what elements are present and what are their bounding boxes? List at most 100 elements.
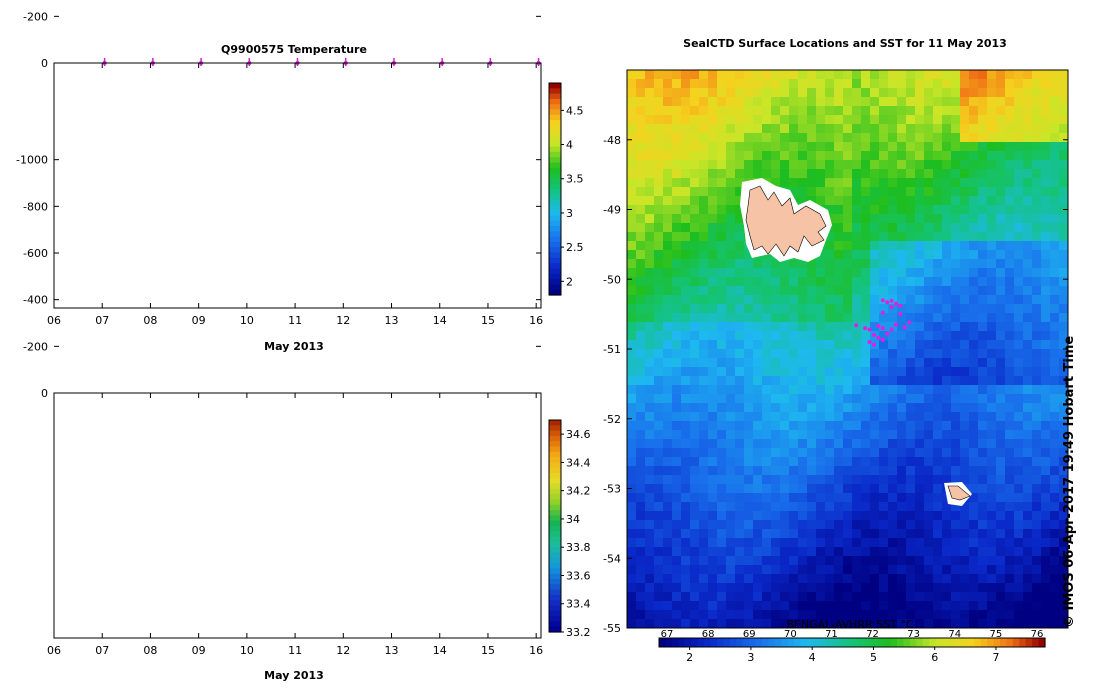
sst-pixel (735, 178, 745, 188)
sst-pixel (897, 304, 907, 314)
sst-pixel (1059, 385, 1068, 395)
colorbar-tick-label: 2 (566, 275, 573, 288)
sst-pixel (915, 493, 925, 503)
sst-pixel (663, 403, 673, 413)
sst-pixel (1050, 619, 1060, 628)
sst-pixel (708, 169, 718, 179)
sst-pixel (987, 511, 997, 521)
sst-pixel (789, 457, 799, 467)
sst-pixel (933, 160, 943, 170)
sst-pixel (870, 376, 880, 386)
sst-pixel (816, 313, 826, 323)
sst-pixel (1059, 322, 1068, 332)
sst-pixel (708, 259, 718, 269)
sst-pixel (636, 457, 646, 467)
sst-pixel (681, 313, 691, 323)
sst-pixel (627, 196, 637, 206)
sst-pixel (744, 556, 754, 566)
colorbar-segment (549, 120, 561, 126)
sst-pixel (888, 574, 898, 584)
sst-pixel (906, 115, 916, 125)
sst-pixel (1005, 403, 1015, 413)
sst-pixel (771, 151, 781, 161)
sst-pixel (699, 493, 709, 503)
sst-pixel (915, 196, 925, 206)
sst-pixel (888, 457, 898, 467)
sst-pixel (951, 547, 961, 557)
sst-pixel (879, 565, 889, 575)
sst-pixel (1032, 511, 1042, 521)
colorbar-segment (819, 638, 827, 647)
sst-pixel (708, 268, 718, 278)
sst-pixel (726, 439, 736, 449)
sst-pixel (879, 394, 889, 404)
sst-pixel (627, 259, 637, 269)
sst-pixel (672, 619, 682, 628)
sst-pixel (834, 331, 844, 341)
sst-pixel (1059, 538, 1068, 548)
sst-pixel (1014, 457, 1024, 467)
sst-pixel (915, 619, 925, 628)
sst-pixel (996, 268, 1006, 278)
sst-pixel (996, 133, 1006, 143)
sst-pixel (1014, 322, 1024, 332)
colorbar-top-label: 67 (661, 629, 674, 640)
sst-pixel (645, 574, 655, 584)
sst-pixel (807, 124, 817, 134)
sst-pixel (744, 466, 754, 476)
colorbar-segment (549, 151, 561, 158)
sst-pixel (1005, 466, 1015, 476)
sst-pixel (780, 286, 790, 296)
sst-pixel (1023, 583, 1033, 593)
sst-pixel (744, 502, 754, 512)
sst-pixel (906, 97, 916, 107)
sst-pixel (672, 133, 682, 143)
sst-pixel (978, 619, 988, 628)
colorbar-tick-label: 3 (747, 651, 754, 664)
colorbar-segment (678, 638, 686, 647)
sst-pixel (897, 439, 907, 449)
sst-pixel (888, 160, 898, 170)
sst-pixel (1032, 619, 1042, 628)
sst-pixel (825, 583, 835, 593)
sst-pixel (843, 502, 853, 512)
sst-pixel (1041, 376, 1051, 386)
sst-pixel (1059, 268, 1068, 278)
sst-pixel (681, 511, 691, 521)
sst-pixel (726, 349, 736, 359)
sst-pixel (726, 259, 736, 269)
seal-location (872, 333, 876, 337)
x-tick-label: 07 (95, 644, 109, 657)
colorbar-tick-label: 34.4 (566, 456, 591, 469)
sst-pixel (726, 124, 736, 134)
sst-pixel (771, 169, 781, 179)
sst-pixel (681, 340, 691, 350)
sst-pixel (834, 448, 844, 458)
sst-pixel (645, 565, 655, 575)
sst-pixel (951, 70, 961, 80)
sst-pixel (636, 475, 646, 485)
sst-pixel (978, 592, 988, 602)
sst-pixel (924, 367, 934, 377)
sst-pixel (960, 169, 970, 179)
sst-pixel (969, 502, 979, 512)
sst-pixel (843, 124, 853, 134)
sst-pixel (978, 259, 988, 269)
sst-pixel (933, 349, 943, 359)
sst-pixel (960, 556, 970, 566)
sst-pixel (726, 223, 736, 233)
sst-pixel (987, 322, 997, 332)
sst-pixel (969, 160, 979, 170)
sst-pixel (1059, 502, 1068, 512)
sst-pixel (969, 484, 979, 494)
sst-pixel (798, 439, 808, 449)
sst-pixel (645, 232, 655, 242)
sst-pixel (798, 538, 808, 548)
sst-pixel (843, 448, 853, 458)
sst-pixel (708, 178, 718, 188)
sst-pixel (816, 322, 826, 332)
sst-pixel (735, 421, 745, 431)
sst-pixel (1023, 592, 1033, 602)
sst-pixel (663, 538, 673, 548)
sst-pixel (969, 592, 979, 602)
